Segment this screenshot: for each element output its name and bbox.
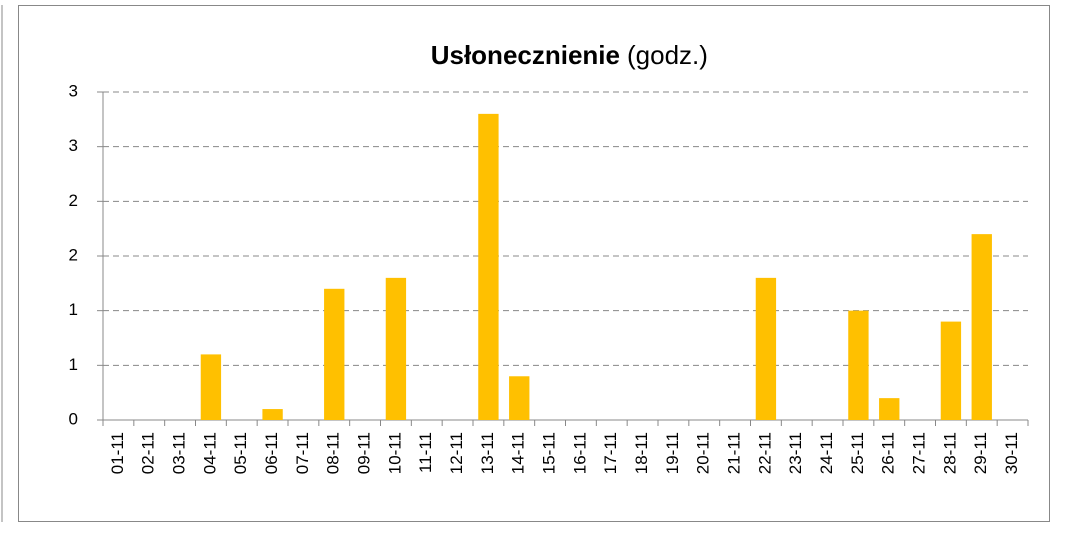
x-tick-label: 23-11 xyxy=(786,432,805,474)
bar xyxy=(478,113,499,420)
x-tick-label: 24-11 xyxy=(817,432,836,474)
bar xyxy=(262,409,283,420)
x-tick-label: 18-11 xyxy=(632,432,651,474)
y-tick-label: 3 xyxy=(69,81,78,100)
x-tick-label: 26-11 xyxy=(879,432,898,474)
x-tick-label: 10-11 xyxy=(385,432,404,474)
x-tick-label: 27-11 xyxy=(910,432,929,474)
y-tick-label: 1 xyxy=(69,300,78,319)
x-tick-label: 01-11 xyxy=(108,432,127,474)
x-tick-label: 17-11 xyxy=(601,432,620,474)
x-tick-label: 07-11 xyxy=(293,432,312,474)
y-tick-label: 2 xyxy=(69,191,78,210)
x-tick-label: 13-11 xyxy=(478,432,497,474)
bar xyxy=(971,234,992,420)
x-tick-label: 12-11 xyxy=(447,432,466,474)
x-tick-label: 11-11 xyxy=(416,432,435,473)
bar xyxy=(755,277,777,420)
bar xyxy=(324,288,345,420)
x-tick-label: 06-11 xyxy=(262,432,281,474)
x-tick-label: 09-11 xyxy=(355,432,374,474)
x-tick-label: 14-11 xyxy=(509,432,528,474)
x-tick-label: 21-11 xyxy=(725,432,744,474)
x-tick-label: 03-11 xyxy=(170,432,189,474)
y-tick-label: 3 xyxy=(69,136,78,155)
x-tick-label: 25-11 xyxy=(848,432,867,474)
y-tick-label: 1 xyxy=(69,355,78,374)
y-tick-label: 0 xyxy=(69,409,78,428)
x-tick-label: 30-11 xyxy=(1002,432,1021,474)
y-tick-label: 2 xyxy=(69,245,78,264)
x-tick-label: 04-11 xyxy=(200,432,219,474)
x-tick-label: 19-11 xyxy=(663,432,682,474)
x-tick-label: 20-11 xyxy=(694,432,713,474)
x-tick-label: 29-11 xyxy=(971,432,990,474)
bar xyxy=(940,321,962,420)
bar xyxy=(200,354,222,420)
x-tick-label: 22-11 xyxy=(755,432,774,474)
x-tick-label: 16-11 xyxy=(570,432,589,474)
x-tick-label: 02-11 xyxy=(139,432,158,474)
bar xyxy=(385,277,407,420)
bar xyxy=(848,310,869,420)
bar xyxy=(879,398,900,420)
x-tick-label: 28-11 xyxy=(940,432,959,474)
x-tick-label: 08-11 xyxy=(324,432,343,474)
chart-title: Usłonecznienie xyxy=(431,40,620,70)
bar xyxy=(509,376,530,420)
x-tick-label: 15-11 xyxy=(540,432,559,474)
chart-title-unit: (godz.) xyxy=(627,40,708,70)
x-tick-label: 05-11 xyxy=(231,432,250,474)
